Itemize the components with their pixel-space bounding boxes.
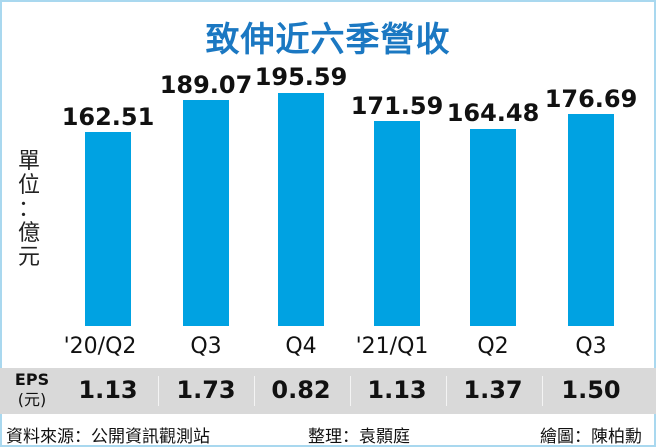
- x-tick-label: Q3: [190, 334, 222, 359]
- eps-divider: [446, 376, 447, 406]
- eps-value: 1.13: [367, 376, 427, 404]
- unit-char: ：: [17, 197, 40, 222]
- bar-21q1: [374, 121, 420, 326]
- eps-value: 1.13: [78, 376, 138, 404]
- bar-20q4: [278, 93, 324, 326]
- x-tick-label: Q3: [575, 334, 607, 359]
- unit-char: 位: [17, 173, 40, 198]
- eps-divider: [542, 376, 543, 406]
- unit-char: 億: [17, 221, 40, 246]
- value-label: 189.07: [159, 71, 253, 99]
- x-tick-label: '21/Q1: [355, 334, 429, 359]
- source-credit: 資料來源：公開資訊觀測站: [6, 427, 210, 447]
- eps-divider: [158, 376, 159, 406]
- eps-value: 1.73: [176, 376, 236, 404]
- x-tick-label: Q2: [477, 334, 509, 359]
- eps-label-text: EPS: [14, 370, 50, 389]
- value-label: 171.59: [350, 92, 444, 120]
- editor-credit: 整理：袁顥庭: [308, 427, 410, 447]
- eps-value: 0.82: [271, 376, 331, 404]
- chart-title: 致伸近六季營收: [205, 20, 451, 60]
- bar-21q3: [568, 114, 614, 326]
- eps-row-label: EPS (元): [10, 370, 54, 410]
- value-label: 164.48: [446, 99, 540, 127]
- y-axis-unit-label: 單 位 ： 億 元: [16, 150, 42, 270]
- eps-divider: [254, 376, 255, 406]
- value-label: 162.51: [61, 103, 155, 131]
- unit-char: 元: [17, 245, 40, 270]
- bar-21q2: [470, 129, 516, 326]
- eps-row: [0, 368, 656, 414]
- artist-credit: 繪圖：陳柏勳: [540, 427, 642, 447]
- bar-20q3: [183, 100, 229, 326]
- eps-divider: [350, 376, 351, 406]
- value-label: 176.69: [544, 85, 638, 113]
- eps-unit-text: (元): [17, 390, 47, 409]
- eps-value: 1.37: [463, 376, 523, 404]
- eps-value: 1.50: [561, 376, 621, 404]
- bar-20q2: [85, 132, 131, 326]
- x-tick-label: '20/Q2: [63, 334, 137, 359]
- x-tick-label: Q4: [285, 334, 317, 359]
- value-label: 195.59: [254, 63, 348, 91]
- unit-char: 單: [17, 149, 40, 174]
